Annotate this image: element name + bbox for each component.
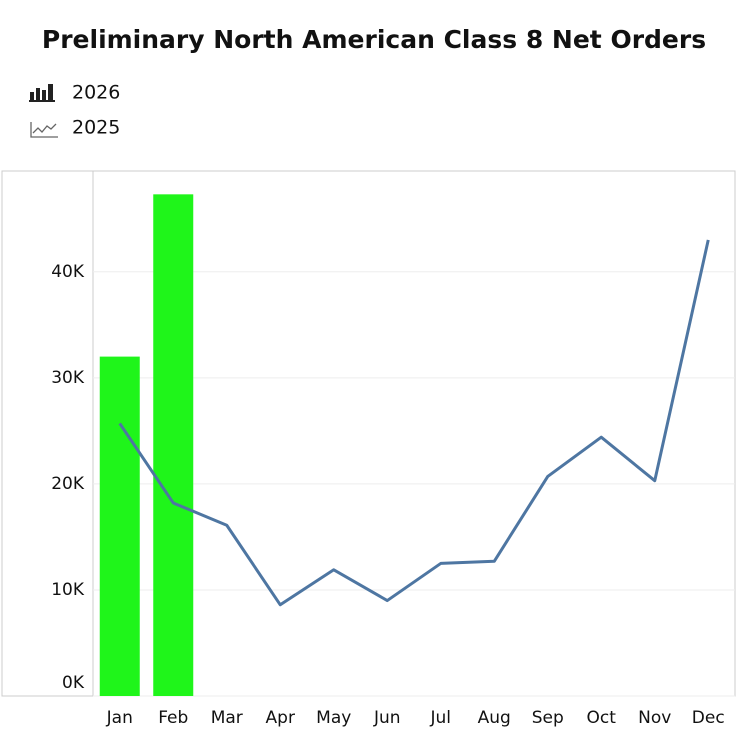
y-tick-label: 0K: [62, 673, 85, 693]
y-tick-label: 30K: [51, 368, 85, 388]
y-tick-label: 40K: [51, 262, 85, 282]
x-tick-label: Dec: [692, 708, 725, 728]
y-tick-label: 20K: [51, 474, 85, 494]
x-tick-label: Mar: [211, 708, 243, 728]
x-tick-label: Aug: [478, 708, 511, 728]
x-tick-label: Nov: [638, 708, 671, 728]
x-tick-label: Oct: [587, 708, 617, 728]
x-tick-label: Jul: [429, 708, 451, 728]
bar: [99, 356, 140, 696]
x-tick-label: May: [316, 708, 351, 728]
x-tick-label: Sep: [532, 708, 564, 728]
x-tick-label: Jan: [106, 708, 133, 728]
chart-title: Preliminary North American Class 8 Net O…: [42, 25, 706, 54]
legend-label: 2025: [72, 117, 120, 139]
y-tick-label: 10K: [51, 580, 85, 600]
legend-bar-icon: [29, 84, 55, 102]
x-tick-label: Feb: [158, 708, 188, 728]
legend-line-icon: [30, 122, 58, 138]
bar: [153, 194, 194, 697]
line: [118, 239, 710, 607]
x-tick-label: Apr: [266, 708, 295, 728]
x-tick-label: Jun: [373, 708, 401, 728]
legend-label: 2026: [72, 82, 120, 104]
legend: 2026 2025: [29, 82, 120, 139]
